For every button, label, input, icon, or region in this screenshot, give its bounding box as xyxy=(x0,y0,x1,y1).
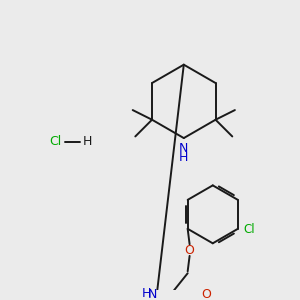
Text: Cl: Cl xyxy=(49,135,62,148)
Text: Cl: Cl xyxy=(244,223,255,236)
Text: O: O xyxy=(201,288,211,300)
Text: O: O xyxy=(185,244,194,256)
Text: N: N xyxy=(179,142,188,155)
Text: H: H xyxy=(82,135,92,148)
Text: N: N xyxy=(147,288,157,300)
Text: H: H xyxy=(142,287,151,300)
Text: H: H xyxy=(179,151,188,164)
